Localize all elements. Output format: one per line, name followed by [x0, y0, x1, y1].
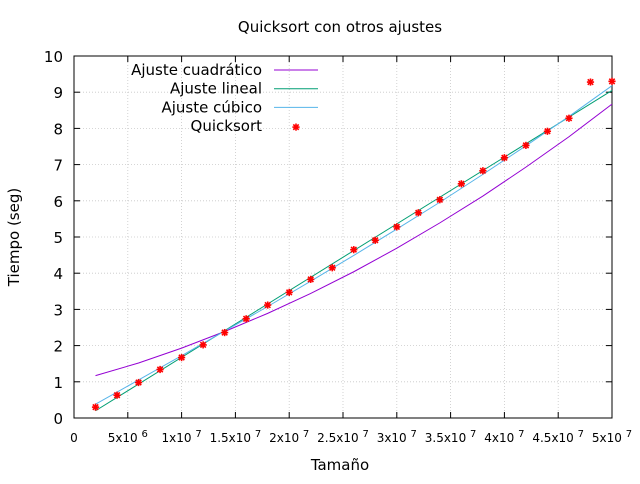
data-point [586, 78, 595, 86]
series-line-ajuste-cuadr-tico [95, 103, 613, 377]
legend-swatch-quicksort [292, 123, 300, 131]
y-axis-label: Tiempo (seg) [5, 188, 23, 287]
chart-title: Quicksort con otros ajustes [238, 18, 442, 36]
legend-label-ajuste-c-bico: Ajuste cúbico [162, 98, 263, 116]
y-tick-label: 1 [53, 374, 63, 392]
data-point [543, 127, 552, 135]
axes: 0 1 2 3 4 5 6 7 8 9 10 0 5x10 6 1x10 7 1.5x10 7 2x10 7 2… [44, 48, 632, 445]
data-point [307, 275, 315, 283]
legend-label-quicksort: Quicksort [191, 117, 263, 135]
data-point [134, 378, 143, 387]
y-tick-label: 10 [44, 48, 63, 66]
x-tick-label: 3.5x10 7 [425, 429, 477, 445]
y-tick-label: 4 [53, 265, 63, 283]
x-tick-label: 2.5x10 7 [317, 429, 369, 445]
y-tick-label: 3 [53, 301, 63, 319]
y-tick-label: 6 [53, 193, 63, 211]
data-point [457, 180, 465, 188]
data-point [91, 403, 100, 411]
x-axis-label: Tamaño [310, 456, 369, 474]
y-tick-label: 2 [53, 338, 63, 356]
data-point [393, 223, 401, 231]
data-point [221, 328, 229, 337]
data-point [436, 196, 444, 204]
legend-label-ajuste-cuadr-tico: Ajuste cuadrático [131, 61, 262, 79]
y-tick-label: 8 [53, 120, 63, 138]
data-point [414, 209, 422, 217]
x-tick-label: 3x10 7 [377, 429, 417, 445]
data-point [350, 246, 358, 254]
data-point [608, 77, 616, 85]
x-tick-label: 5x10 6 [108, 429, 148, 445]
x-tick-label: 5x10 7 [592, 429, 632, 445]
data-point [113, 391, 121, 399]
x-tick-label: 0 [70, 431, 78, 445]
series-line-ajuste-c-bico [95, 85, 613, 405]
data-point [479, 167, 487, 175]
data-point [565, 114, 573, 122]
y-tick-label: 0 [53, 410, 63, 428]
data-point [371, 236, 379, 244]
series-points-quicksort [91, 77, 616, 411]
x-tick-label: 1.5x10 7 [210, 429, 262, 445]
data-point [178, 353, 186, 362]
x-tick-label: 1x10 7 [161, 429, 201, 445]
x-tick-label: 4.5x10 7 [532, 429, 584, 445]
data-point [522, 141, 530, 150]
data-point [156, 365, 164, 374]
y-tick-label: 9 [53, 84, 63, 102]
data-point [285, 288, 293, 296]
data-point [242, 315, 250, 323]
x-tick-label: 4x10 7 [484, 429, 524, 445]
data-point [264, 301, 272, 309]
legend-label-ajuste-lineal: Ajuste lineal [170, 80, 262, 98]
data-point [328, 264, 336, 272]
data-point [500, 154, 508, 162]
y-tick-label: 7 [53, 157, 63, 175]
x-tick-label: 2x10 7 [269, 429, 309, 445]
y-tick-label: 5 [53, 229, 63, 247]
data-point [199, 341, 207, 349]
grid [74, 56, 612, 418]
series-layer [91, 77, 616, 412]
